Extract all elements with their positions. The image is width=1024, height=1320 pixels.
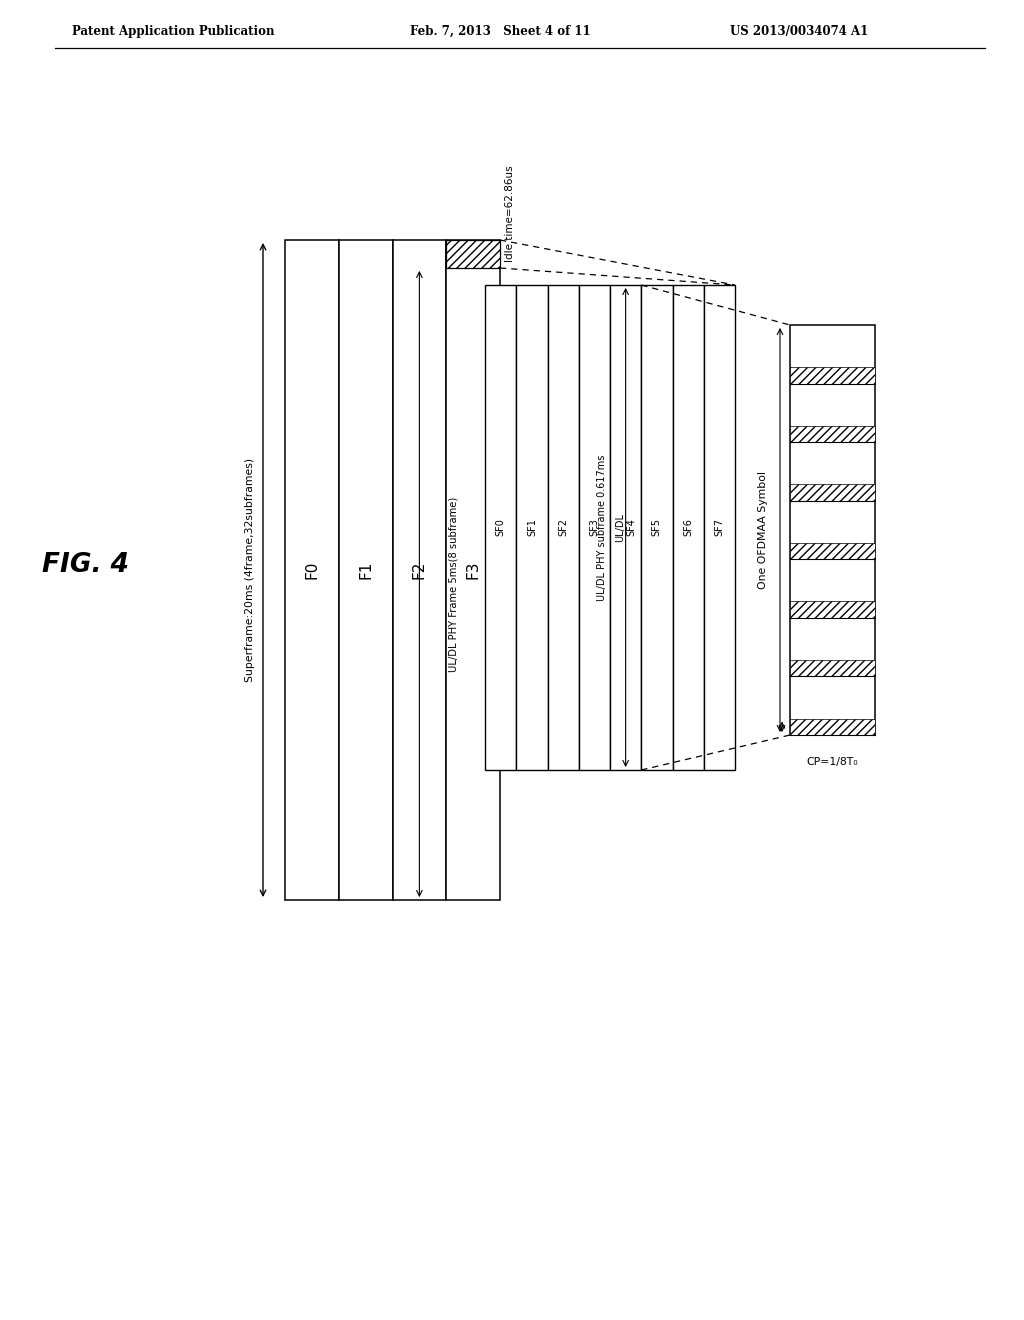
Bar: [641, 285, 673, 770]
Text: Idle time=62.86us: Idle time=62.86us: [505, 166, 515, 263]
Text: F0: F0: [304, 561, 319, 579]
Bar: [790, 367, 874, 384]
Bar: [610, 285, 641, 770]
Text: US 2013/0034074 A1: US 2013/0034074 A1: [730, 25, 868, 38]
Bar: [790, 660, 874, 676]
Bar: [790, 325, 874, 735]
Bar: [579, 285, 610, 770]
Bar: [446, 240, 500, 268]
Text: SF1: SF1: [527, 519, 537, 536]
Bar: [790, 426, 874, 442]
Bar: [703, 285, 735, 770]
Text: UL/DL PHY Frame 5ms(8 subframe): UL/DL PHY Frame 5ms(8 subframe): [449, 496, 459, 672]
Text: SF0: SF0: [496, 519, 506, 536]
Text: UL/DL PHY subframe 0.617ms: UL/DL PHY subframe 0.617ms: [597, 454, 607, 601]
Bar: [790, 543, 874, 560]
Bar: [516, 285, 548, 770]
Text: Patent Application Publication: Patent Application Publication: [72, 25, 274, 38]
Bar: [446, 240, 500, 900]
Text: Superframe:20ms (4frame,32subframes): Superframe:20ms (4frame,32subframes): [245, 458, 255, 682]
Bar: [548, 285, 579, 770]
Text: SF6: SF6: [683, 519, 693, 536]
Bar: [392, 240, 446, 900]
Text: SF2: SF2: [558, 519, 568, 536]
Bar: [485, 285, 516, 770]
Bar: [285, 240, 339, 900]
Text: UL/DL
SF4: UL/DL SF4: [614, 513, 637, 543]
Text: Feb. 7, 2013   Sheet 4 of 11: Feb. 7, 2013 Sheet 4 of 11: [410, 25, 591, 38]
Text: One OFDMAA Symbol: One OFDMAA Symbol: [758, 471, 768, 589]
Text: SF3: SF3: [590, 519, 599, 536]
Bar: [790, 602, 874, 618]
Bar: [790, 484, 874, 500]
Text: F2: F2: [412, 561, 427, 579]
Text: SF7: SF7: [715, 519, 724, 536]
Bar: [339, 240, 392, 900]
Text: SF5: SF5: [652, 519, 662, 536]
Bar: [673, 285, 703, 770]
Bar: [790, 718, 874, 735]
Text: CP=1/8T₀: CP=1/8T₀: [807, 756, 858, 767]
Text: F1: F1: [358, 561, 373, 579]
Text: FIG. 4: FIG. 4: [42, 552, 129, 578]
Text: F3: F3: [466, 561, 480, 579]
